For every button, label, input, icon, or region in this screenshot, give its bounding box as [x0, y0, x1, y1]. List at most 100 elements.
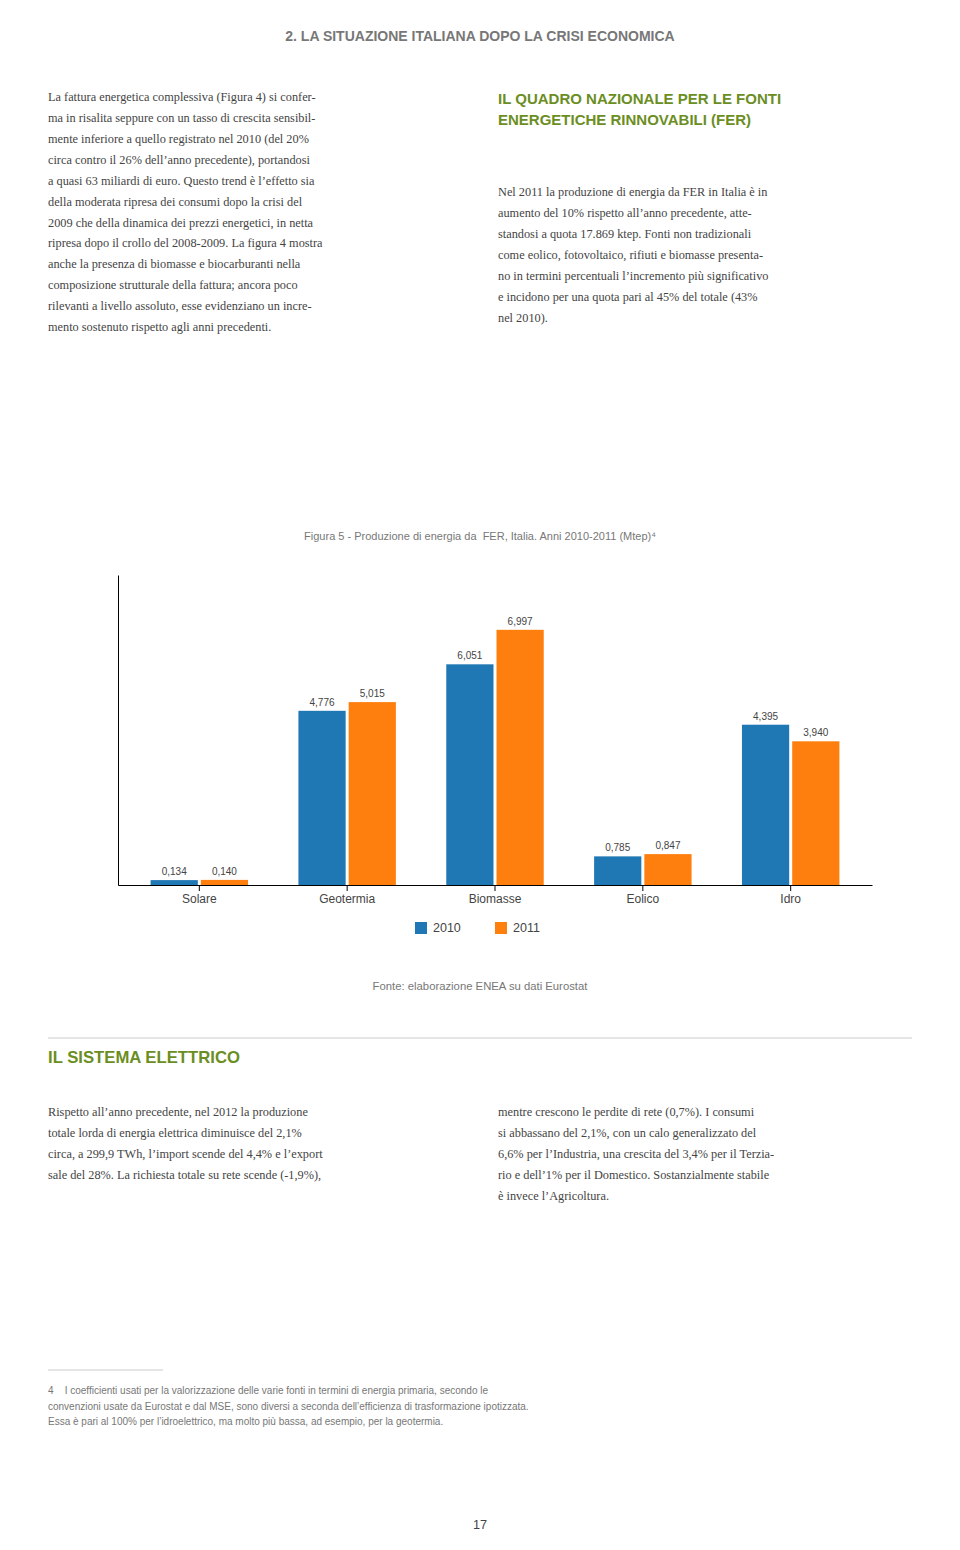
body-text-line: rilevanti a livello assoluto, esse evide…: [48, 299, 312, 313]
body-text-line: e incidono per una quota pari al 45% del…: [498, 290, 758, 304]
body-text-line: come eolico, fotovoltaico, rifiuti e bio…: [498, 248, 763, 262]
body-text-line: mente inferiore a quello registrato nel …: [48, 132, 309, 146]
data-label: 6,051: [457, 650, 482, 661]
body-text: Rispetto all’anno precedente, nel 2012 l…: [48, 1105, 323, 1182]
x-tick: Solare: [182, 885, 217, 906]
bars: [151, 630, 840, 885]
footnote-line: Essa è pari al 100% per l’idroelettrico,…: [48, 1416, 443, 1427]
page: 2. LA SITUAZIONE ITALIANA DOPO LA CRISI …: [0, 0, 960, 1550]
x-tick: Eolico: [626, 885, 659, 906]
x-tick-label: Geotermia: [319, 892, 375, 906]
bar: [446, 664, 493, 885]
page-title: 2. LA SITUAZIONE ITALIANA DOPO LA CRISI …: [285, 28, 674, 44]
data-labels: 0,134 4,776 6,051 0,785 4,395 0,140 5,015 6,997…: [162, 616, 829, 877]
body-text-line: sale del 28%. La richiesta totale su ret…: [48, 1168, 321, 1182]
x-tick-label: Biomasse: [469, 892, 522, 906]
bar: [742, 725, 789, 885]
data-label: 4,776: [310, 697, 335, 708]
bar: [298, 711, 345, 885]
body-text-line: aumento del 10% rispetto all’anno preced…: [498, 206, 752, 220]
body-text: Nel 2011 la produzione di energia da FER…: [498, 185, 768, 324]
legend-swatch: [495, 922, 507, 934]
page-number: 17: [473, 1518, 487, 1532]
body-text-line: è invece l’Agricoltura.: [498, 1189, 609, 1203]
body-text-line: si abbassano del 2,1%, con un calo gener…: [498, 1126, 757, 1140]
body-text-line: ripresa dopo il crollo del 2008-2009. La…: [48, 236, 323, 250]
bar: [201, 880, 248, 885]
x-tick-mark: [642, 885, 643, 891]
body-text-line: mento sostenuto rispetto agli anni prece…: [48, 320, 271, 334]
chart-title: Figura 5 - Produzione di energia da FER,…: [304, 530, 656, 542]
body-text-line: totale lorda di energia elettrica diminu…: [48, 1126, 302, 1140]
legend: 2010 2011: [415, 921, 540, 935]
x-tick-label: Solare: [182, 892, 217, 906]
body-text-line: 2009 che della dinamica dei prezzi energ…: [48, 216, 314, 230]
body-text-line: della moderata ripresa dei consumi dopo …: [48, 195, 303, 209]
x-tick-label: Eolico: [626, 892, 659, 906]
bar: [792, 741, 839, 885]
bar: [644, 854, 691, 885]
body-text-line: Rispetto all’anno precedente, nel 2012 l…: [48, 1105, 308, 1119]
data-label: 0,140: [212, 866, 237, 877]
body-text: mentre crescono le perdite di rete (0,7%…: [498, 1105, 774, 1203]
y-axis-line: [118, 576, 119, 886]
x-tick-label: Idro: [780, 892, 801, 906]
x-tick: Geotermia: [319, 885, 375, 906]
body-text-line: no in termini percentuali l’incremento p…: [498, 269, 768, 283]
section-heading: IL SISTEMA ELETTRICO: [48, 1048, 240, 1067]
separator: [48, 1038, 912, 1039]
body-text-line: standosi a quota 17.869 ktep. Fonti non …: [498, 227, 752, 241]
column-heading: IL QUADRO NAZIONALE PER LE FONTI ENERGETI…: [498, 90, 781, 129]
y-axis: [118, 576, 119, 886]
x-tick-mark: [790, 885, 791, 891]
data-label: 5,015: [360, 688, 385, 699]
legend-label: 2010: [433, 921, 461, 935]
annotation: Fonte: elaborazione ENEA su dati Eurosta…: [373, 980, 589, 992]
body-text-line: rio e dell’1% per il Domestico. Sostanzi…: [498, 1168, 770, 1182]
footnote: 4 I coefficienti usati per la valorizzaz…: [48, 1385, 529, 1427]
legend-item: 2010: [415, 921, 461, 935]
body-text-line: ma in risalita seppure con un tasso di c…: [48, 111, 315, 125]
body-text-line: circa, a 299,9 TWh, l’import scende del …: [48, 1147, 323, 1161]
footnote-line: convenzioni usate da Eurostat e dal MSE,…: [48, 1401, 529, 1412]
body-text-line: nel 2010).: [498, 311, 548, 325]
legend-label: 2011: [513, 921, 540, 935]
data-label: 0,134: [162, 866, 187, 877]
legend-item: 2011: [495, 921, 540, 935]
column-heading-line: ENERGETICHE RINNOVABILI (FER): [498, 111, 751, 128]
body-text-line: Nel 2011 la produzione di energia da FER…: [498, 185, 767, 199]
data-label: 0,785: [605, 842, 630, 853]
page-number-line: 17: [473, 1518, 487, 1532]
body-text: La fattura energetica complessiva (Figur…: [48, 90, 323, 334]
data-label: 0,847: [655, 840, 680, 851]
bar: [349, 702, 396, 885]
x-tick-mark: [347, 885, 348, 891]
body-text-line: anche la presenza di biomasse e biocarbu…: [48, 257, 301, 271]
body-text-line: 6,6% per l’Industria, una crescita del 3…: [498, 1147, 774, 1161]
bar: [151, 880, 198, 885]
body-text-line: a quasi 63 miliardi di euro. Questo tren…: [48, 174, 315, 188]
x-tick-mark: [199, 885, 200, 891]
data-label: 6,997: [508, 616, 533, 627]
data-label: 4,395: [753, 711, 778, 722]
footnote-separator: [48, 1370, 163, 1371]
body-text-line: La fattura energetica complessiva (Figur…: [48, 90, 316, 104]
x-axis: Solare Geotermia Biomasse Eolico Idro: [119, 885, 873, 906]
body-text-line: mentre crescono le perdite di rete (0,7%…: [498, 1105, 755, 1119]
data-label: 3,940: [803, 727, 828, 738]
page-title-line: 2. LA SITUAZIONE ITALIANA DOPO LA CRISI …: [285, 28, 674, 44]
bar-series: [151, 664, 790, 885]
x-tick: Idro: [780, 885, 801, 906]
column-heading-line: IL QUADRO NAZIONALE PER LE FONTI: [498, 90, 781, 107]
body-text-line: circa contro il 26% dell’anno precedente…: [48, 153, 310, 167]
body-text-line: composizione strutturale della fattura; …: [48, 278, 298, 292]
chart-title-line: Figura 5 - Produzione di energia da FER,…: [304, 530, 656, 542]
bar: [497, 630, 544, 885]
section-heading-line: IL SISTEMA ELETTRICO: [48, 1048, 240, 1067]
bar: [594, 856, 641, 885]
footnote-line: 4 I coefficienti usati per la valorizzaz…: [48, 1385, 488, 1396]
x-tick: Biomasse: [469, 885, 522, 906]
bar-series: [201, 630, 840, 885]
x-tick-mark: [495, 885, 496, 891]
legend-swatch: [415, 922, 427, 934]
